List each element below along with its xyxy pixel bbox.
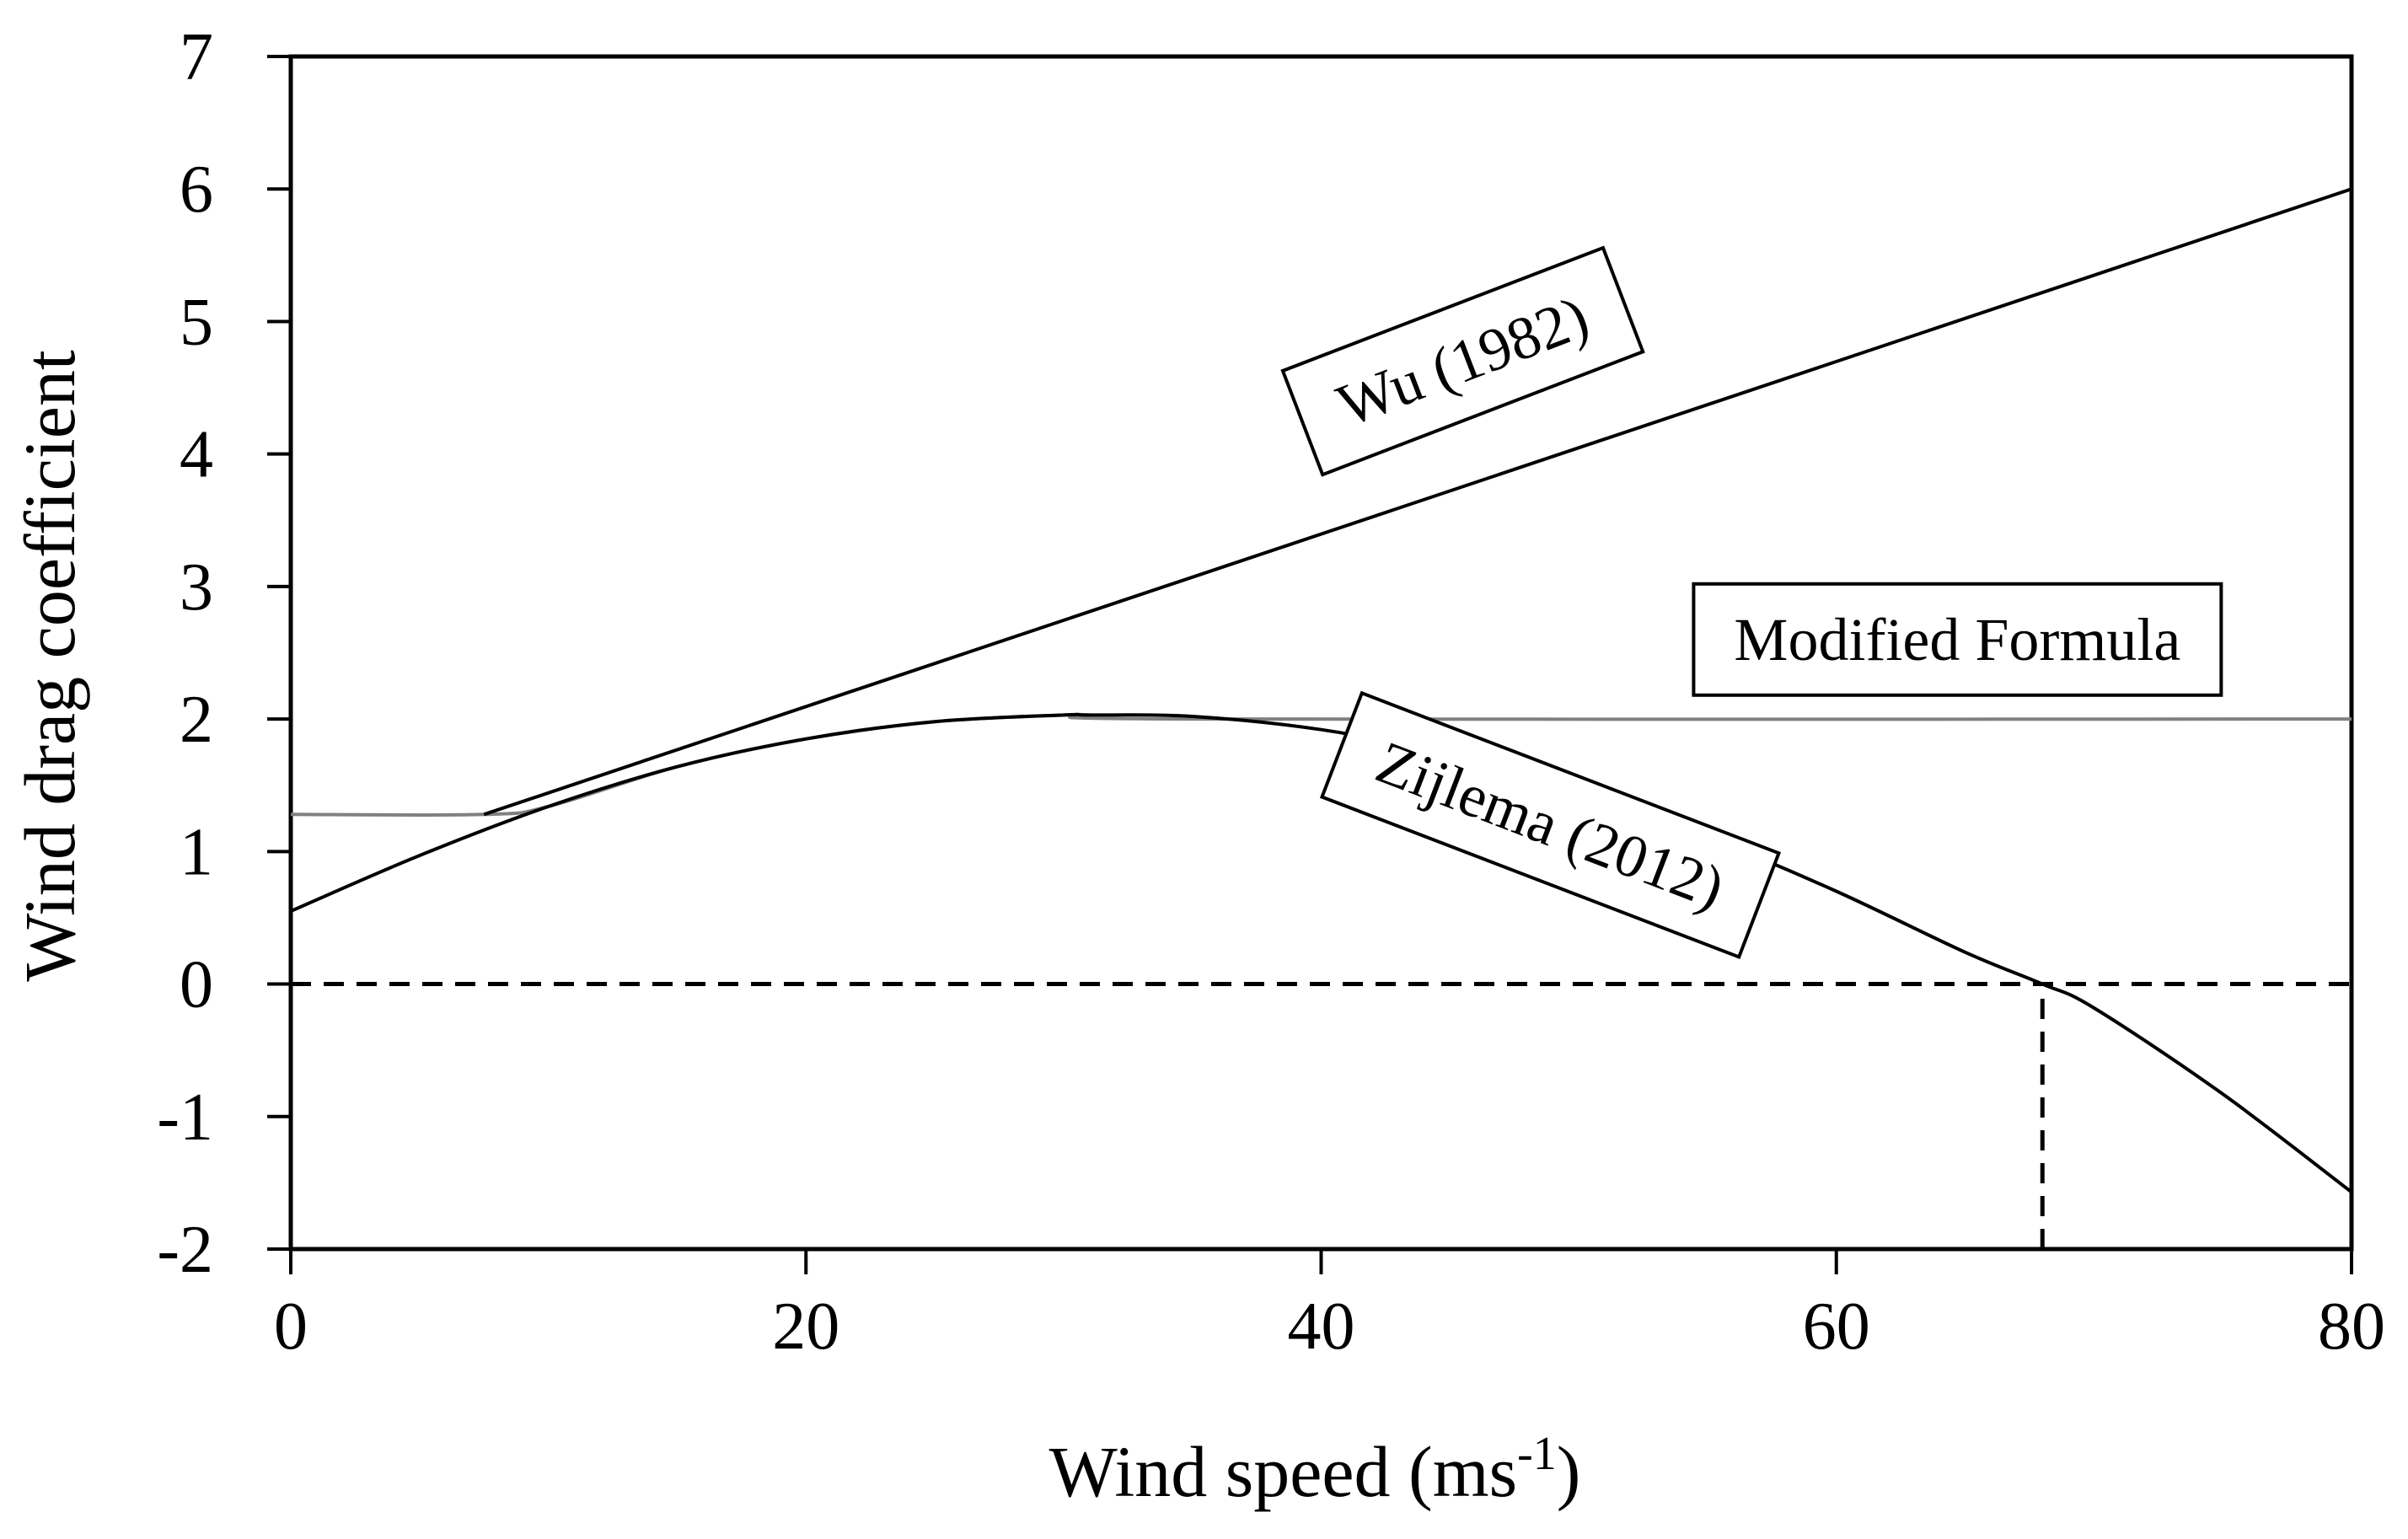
y-axis-ticks: -2 -1 0 1 2 3 4 5 6 7 <box>157 20 291 1287</box>
series-line-wu-1982 <box>483 187 2352 817</box>
series-line-zijlema-2012 <box>290 712 2353 1193</box>
x-tick-label: 80 <box>2318 1290 2385 1364</box>
x-tick-label: 60 <box>1803 1290 1870 1364</box>
annotations: Wu (1982) Modified Formula Zijlema (2012) <box>1280 245 2223 960</box>
x-tick-label: 20 <box>772 1290 839 1364</box>
modified-label: Modified Formula <box>1734 606 2180 673</box>
y-tick-label: 5 <box>180 285 213 359</box>
wu-label-group: Wu (1982) <box>1280 245 1645 477</box>
y-tick-label: 3 <box>180 550 213 625</box>
zijlema-label-group: Zijlema (2012) <box>1319 690 1782 960</box>
y-tick-label: 7 <box>180 20 213 94</box>
modified-label-group: Modified Formula <box>1692 582 2223 697</box>
zijlema-label-box <box>1319 690 1782 960</box>
y-tick-label: 0 <box>180 948 213 1022</box>
wu-label-box <box>1280 245 1645 477</box>
series-layer <box>290 187 2353 1193</box>
reference-lines <box>291 982 2352 1249</box>
x-tick-label: 40 <box>1288 1290 1355 1364</box>
y-tick-label: 1 <box>180 815 213 889</box>
x-axis-ticks: 0 20 40 60 80 <box>274 1249 2385 1364</box>
y-tick-label: -1 <box>157 1081 213 1155</box>
x-tick-label: 0 <box>274 1290 308 1364</box>
y-tick-label: 4 <box>180 418 213 492</box>
y-tick-label: -2 <box>157 1213 213 1287</box>
y-axis-title: Wind drag coefficient <box>9 350 90 982</box>
modified-label-box <box>1692 582 2223 697</box>
y-tick-label: 6 <box>180 153 213 227</box>
x-axis-title: Wind speed (ms-1) <box>1049 1428 1581 1512</box>
y-tick-label: 2 <box>180 683 213 757</box>
